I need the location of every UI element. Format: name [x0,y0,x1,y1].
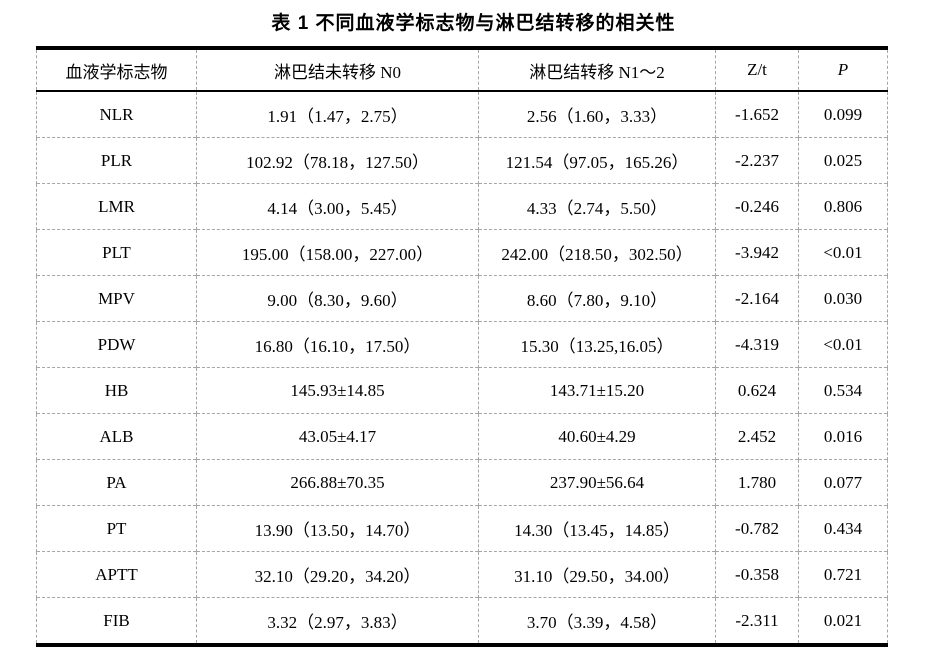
cell-n0: 43.05±4.17 [196,413,479,460]
table-body: NLR 1.91（1.47，2.75） 2.56（1.60，3.33） -1.652 0… [36,90,888,645]
table-row: PDW 16.80（16.10，17.50） 15.30（13.25,16.05） -… [36,321,888,368]
cell-marker: PA [36,459,197,506]
cell-z-t: 1.780 [715,459,799,506]
table-row: ALB 43.05±4.17 40.60±4.29 2.452 0.016 [36,413,888,460]
cell-z-t: -4.319 [715,321,799,368]
col-header-n1-2: 淋巴结转移 N1～2 [478,48,716,92]
table-row: NLR 1.91（1.47，2.75） 2.56（1.60，3.33） -1.652 0… [36,90,888,138]
cell-n1-2: 237.90±56.64 [478,459,716,506]
cell-z-t: -2.237 [715,137,799,184]
cell-marker: HB [36,367,197,414]
cell-p: 0.099 [798,90,888,138]
cell-marker: PT [36,505,197,552]
cell-n0: 195.00（158.00，227.00） [196,229,479,276]
table-row: LMR 4.14（3.00，5.45） 4.33（2.74，5.50） -0.246 0… [36,183,888,230]
table-row: FIB 3.32（2.97，3.83） 3.70（3.39，4.58） -2.311 0… [36,597,888,645]
cell-p: <0.01 [798,321,888,368]
cell-z-t: -2.164 [715,275,799,322]
cell-n1-2: 8.60（7.80，9.10） [478,275,716,322]
cell-marker: MPV [36,275,197,322]
cell-p: 0.534 [798,367,888,414]
cell-n0: 16.80（16.10，17.50） [196,321,479,368]
cell-p: 0.806 [798,183,888,230]
cell-marker: FIB [36,597,197,645]
table-row: MPV 9.00（8.30，9.60） 8.60（7.80，9.10） -2.164 0… [36,275,888,322]
cell-z-t: 2.452 [715,413,799,460]
table-row: PT 13.90（13.50，14.70） 14.30（13.45，14.85） -0… [36,505,888,552]
cell-n0: 3.32（2.97，3.83） [196,597,479,645]
cell-marker: PDW [36,321,197,368]
cell-n0: 32.10（29.20，34.20） [196,551,479,598]
cell-z-t: -0.246 [715,183,799,230]
cell-n1-2: 4.33（2.74，5.50） [478,183,716,230]
table-row: APTT 32.10（29.20，34.20） 31.10（29.50，34.00）… [36,551,888,598]
cell-n1-2: 3.70（3.39，4.58） [478,597,716,645]
cell-n1-2: 242.00（218.50，302.50） [478,229,716,276]
col-header-z-t: Z/t [715,48,799,92]
cell-p: 0.721 [798,551,888,598]
cell-z-t: -1.652 [715,90,799,138]
hematology-markers-table: 血液学标志物 淋巴结未转移 N0 淋巴结转移 N1～2 Z/t P NLR 1.9… [36,46,888,647]
cell-z-t: -0.782 [715,505,799,552]
col-header-p: P [798,48,888,92]
cell-n0: 102.92（78.18，127.50） [196,137,479,184]
cell-p: 0.021 [798,597,888,645]
table-row: PLT 195.00（158.00，227.00） 242.00（218.50，30… [36,229,888,276]
cell-p: 0.016 [798,413,888,460]
cell-z-t: -0.358 [715,551,799,598]
cell-z-t: -2.311 [715,597,799,645]
table-title: 表 1 不同血液学标志物与淋巴结转移的相关性 [271,13,676,34]
cell-marker: PLT [36,229,197,276]
cell-p: <0.01 [798,229,888,276]
cell-n0: 266.88±70.35 [196,459,479,506]
table-row: HB 145.93±14.85 143.71±15.20 0.624 0.534 [36,367,888,414]
cell-n0: 4.14（3.00，5.45） [196,183,479,230]
cell-n0: 13.90（13.50，14.70） [196,505,479,552]
cell-n1-2: 121.54（97.05，165.26） [478,137,716,184]
col-header-n0: 淋巴结未转移 N0 [196,48,479,92]
table-row: PLR 102.92（78.18，127.50） 121.54（97.05，165.… [36,137,888,184]
cell-z-t: 0.624 [715,367,799,414]
cell-p: 0.434 [798,505,888,552]
cell-n1-2: 15.30（13.25,16.05） [478,321,716,368]
cell-marker: LMR [36,183,197,230]
cell-n0: 9.00（8.30，9.60） [196,275,479,322]
cell-n1-2: 2.56（1.60，3.33） [478,90,716,138]
col-header-marker: 血液学标志物 [36,48,197,92]
cell-n0: 1.91（1.47，2.75） [196,90,479,138]
cell-p: 0.077 [798,459,888,506]
cell-marker: PLR [36,137,197,184]
cell-n1-2: 40.60±4.29 [478,413,716,460]
cell-p: 0.025 [798,137,888,184]
cell-marker: ALB [36,413,197,460]
cell-n1-2: 31.10（29.50，34.00） [478,551,716,598]
header-row: 血液学标志物 淋巴结未转移 N0 淋巴结转移 N1～2 Z/t P [36,48,888,92]
cell-n1-2: 143.71±15.20 [478,367,716,414]
cell-z-t: -3.942 [715,229,799,276]
cell-n1-2: 14.30（13.45，14.85） [478,505,716,552]
cell-marker: NLR [36,90,197,138]
cell-marker: APTT [36,551,197,598]
cell-n0: 145.93±14.85 [196,367,479,414]
table-row: PA 266.88±70.35 237.90±56.64 1.780 0.077 [36,459,888,506]
cell-p: 0.030 [798,275,888,322]
